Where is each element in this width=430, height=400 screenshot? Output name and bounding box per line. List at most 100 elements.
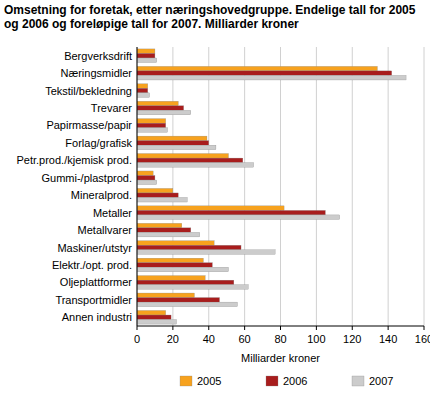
- bar: [137, 110, 191, 115]
- bar: [137, 197, 187, 202]
- category-label: Metaller: [93, 207, 132, 219]
- category-label: Petr.prod./kjemisk prod.: [16, 154, 132, 166]
- legend-swatch: [266, 376, 278, 386]
- bar: [137, 119, 166, 124]
- legend-label: 2005: [197, 375, 221, 387]
- bar: [137, 193, 178, 198]
- bar: [137, 53, 155, 58]
- bar: [137, 176, 155, 181]
- category-label: Papirmasse/papir: [46, 119, 132, 131]
- bar: [137, 158, 243, 163]
- bar: [137, 75, 406, 80]
- bar: [137, 293, 194, 298]
- category-label: Gummi-/plastprod.: [42, 172, 132, 184]
- bar: [137, 210, 325, 215]
- category-label: Transportmidler: [55, 294, 132, 306]
- tick-mark: [316, 326, 317, 330]
- tick-mark: [280, 326, 281, 330]
- tick-mark: [208, 326, 209, 330]
- bar: [137, 154, 228, 159]
- tick-label: 160: [415, 333, 430, 345]
- bar: [137, 101, 178, 106]
- bar: [137, 58, 157, 63]
- bar: [137, 180, 157, 185]
- bar: [137, 106, 184, 111]
- grid-line: [388, 47, 389, 326]
- bar: [137, 232, 200, 237]
- bar: [137, 93, 150, 98]
- category-label: Elektr./opt. prod.: [52, 259, 132, 271]
- bar: [137, 71, 392, 76]
- tick-mark: [388, 326, 389, 330]
- tick-label: 60: [239, 333, 251, 345]
- category-label: Oljeplattformer: [60, 276, 132, 288]
- axis-title: Milliarder kroner: [241, 352, 320, 364]
- grid-line: [244, 47, 245, 326]
- bar: [137, 145, 216, 150]
- category-label: Forlag/grafisk: [65, 137, 132, 149]
- bar: [137, 263, 212, 268]
- category-label: Tekstil/bekledning: [45, 85, 132, 97]
- bar: [137, 215, 340, 220]
- bar: [137, 310, 166, 315]
- tick-mark: [352, 326, 353, 330]
- axis-line: [137, 47, 138, 326]
- legend-label: 2006: [283, 375, 307, 387]
- bar: [137, 250, 275, 255]
- bar: [137, 241, 214, 246]
- tick-mark: [244, 326, 245, 330]
- tick-label: 40: [203, 333, 215, 345]
- tick-label: 80: [274, 333, 286, 345]
- category-label: Næringsmidler: [60, 67, 132, 79]
- legend-swatch: [180, 376, 192, 386]
- tick-label: 0: [134, 333, 140, 345]
- tick-label: 20: [167, 333, 179, 345]
- category-label: Maskiner/utstyr: [57, 242, 132, 254]
- legend-label: 2007: [369, 375, 393, 387]
- category-label: Metallvarer: [78, 224, 133, 236]
- bar: [137, 315, 171, 320]
- category-label: Bergverksdrift: [64, 50, 132, 62]
- bar: [137, 171, 153, 176]
- legend-swatch: [352, 376, 364, 386]
- bar: [137, 298, 220, 303]
- bar: [137, 276, 205, 281]
- title: Omsetning for foretak, etter næringshove…: [4, 3, 428, 31]
- bar: [137, 49, 155, 54]
- tick-mark: [424, 326, 425, 330]
- bar: [137, 258, 203, 263]
- bar: [137, 245, 241, 250]
- bar: [137, 223, 182, 228]
- category-label: Trevarer: [91, 102, 132, 114]
- grid-line: [352, 47, 353, 326]
- tick-label: 100: [307, 333, 325, 345]
- tick-mark: [172, 326, 173, 330]
- bar: [137, 206, 284, 211]
- bar: [137, 88, 148, 93]
- axis-line: [137, 326, 424, 327]
- bar: [137, 280, 234, 285]
- bar: [137, 320, 176, 325]
- chart: 020406080100120140160BergverksdriftNærin…: [0, 0, 430, 400]
- grid-line: [424, 47, 425, 326]
- bar: [137, 128, 167, 133]
- grid-line: [316, 47, 317, 326]
- grid-line: [137, 47, 138, 326]
- bar: [137, 123, 166, 128]
- bars: [137, 49, 406, 324]
- grid-line: [280, 47, 281, 326]
- bar: [137, 163, 254, 168]
- tick-mark: [137, 326, 138, 330]
- bar: [137, 285, 248, 290]
- bar: [137, 228, 191, 233]
- bar: [137, 66, 377, 71]
- tick-label: 140: [379, 333, 397, 345]
- bar: [137, 84, 148, 89]
- bar: [137, 302, 237, 307]
- bar: [137, 136, 207, 141]
- bar: [137, 267, 228, 272]
- category-label: Mineralprod.: [71, 189, 132, 201]
- bar: [137, 188, 173, 193]
- category-label: Annen industri: [62, 311, 132, 323]
- bar: [137, 141, 209, 146]
